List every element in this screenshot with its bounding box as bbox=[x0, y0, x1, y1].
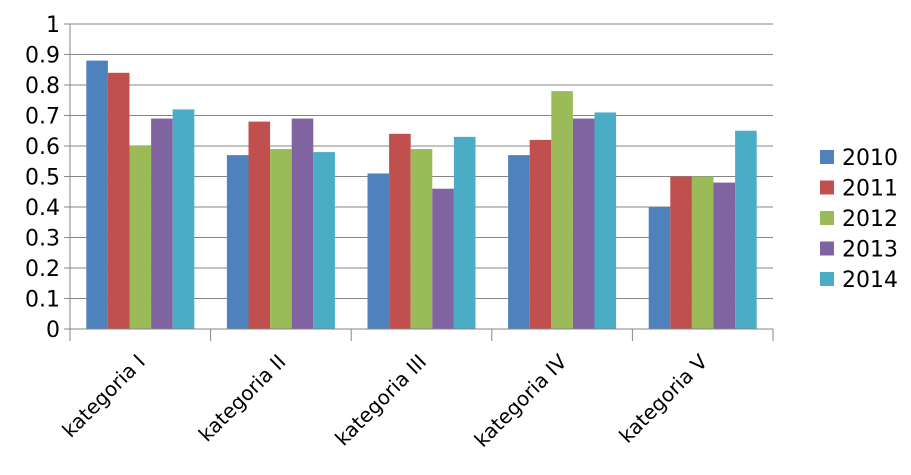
bar-2012-2 bbox=[270, 149, 292, 329]
bar-2014-5 bbox=[735, 130, 757, 329]
bar-2011-5 bbox=[670, 176, 692, 329]
legend-swatch-2014 bbox=[820, 272, 834, 286]
bar-2013-1 bbox=[151, 118, 173, 329]
bar-2014-3 bbox=[453, 136, 476, 329]
y-tick-label: 0.2 bbox=[25, 257, 60, 282]
legend-label-2010: 2010 bbox=[842, 146, 898, 171]
bar-2011-3 bbox=[389, 133, 411, 329]
bar-2010-2 bbox=[226, 155, 249, 329]
legend-label-2013: 2013 bbox=[842, 238, 898, 263]
legend-swatch-2011 bbox=[820, 180, 834, 195]
y-tick-label: 0.9 bbox=[25, 44, 60, 69]
bar-2011-2 bbox=[248, 121, 271, 329]
bar-2010-3 bbox=[367, 173, 390, 329]
y-tick-label: 0.7 bbox=[25, 105, 60, 130]
y-tick-label: 0.3 bbox=[25, 227, 60, 252]
bars bbox=[86, 60, 757, 330]
legend: 2010 2011 2012 2013 2014 bbox=[820, 146, 898, 293]
y-tick-label: 0.1 bbox=[25, 288, 60, 313]
bar-2013-4 bbox=[572, 118, 595, 329]
x-axis-ticks: kategoria I kategoria II kategoria III kate… bbox=[57, 329, 774, 452]
bar-2013-3 bbox=[432, 188, 454, 329]
legend-label-2011: 2011 bbox=[842, 177, 898, 202]
y-tick-label: 0 bbox=[46, 318, 60, 343]
x-tick-label: kategoria II bbox=[194, 350, 291, 447]
bar-2011-4 bbox=[529, 139, 552, 329]
bar-2014-4 bbox=[594, 112, 617, 329]
bar-2011-1 bbox=[107, 72, 130, 330]
legend-swatch-2012 bbox=[820, 211, 834, 225]
bar-2010-4 bbox=[508, 155, 530, 329]
y-tick-label: 0.8 bbox=[25, 74, 60, 99]
bar-2014-1 bbox=[172, 109, 195, 330]
legend-swatch-2010 bbox=[820, 150, 834, 164]
y-tick-label: 0.5 bbox=[25, 166, 60, 191]
y-tick-label: 0.4 bbox=[25, 196, 60, 221]
legend-swatch-2013 bbox=[820, 241, 834, 256]
bar-2010-1 bbox=[86, 60, 108, 329]
legend-label-2012: 2012 bbox=[842, 207, 898, 232]
bar-2014-2 bbox=[313, 152, 335, 329]
bar-2012-1 bbox=[129, 146, 152, 329]
bar-2013-2 bbox=[291, 118, 314, 329]
bar-2012-5 bbox=[691, 176, 714, 329]
x-tick-label: kategoria V bbox=[614, 349, 712, 447]
bar-2010-5 bbox=[648, 207, 671, 329]
bar-2012-4 bbox=[551, 91, 573, 329]
legend-label-2014: 2014 bbox=[842, 268, 898, 293]
bar-2013-5 bbox=[713, 182, 736, 329]
bar-2012-3 bbox=[410, 149, 433, 329]
y-tick-label: 1 bbox=[46, 13, 60, 38]
x-tick-label: kategoria III bbox=[330, 350, 431, 451]
y-tick-label: 0.6 bbox=[25, 135, 60, 160]
x-tick-label: kategoria IV bbox=[469, 349, 571, 451]
y-axis-ticks: 0 0.1 0.2 0.3 0.4 0.5 0.6 0.7 0.8 0.9 1 bbox=[25, 13, 70, 343]
x-tick-label: kategoria I bbox=[57, 350, 150, 443]
